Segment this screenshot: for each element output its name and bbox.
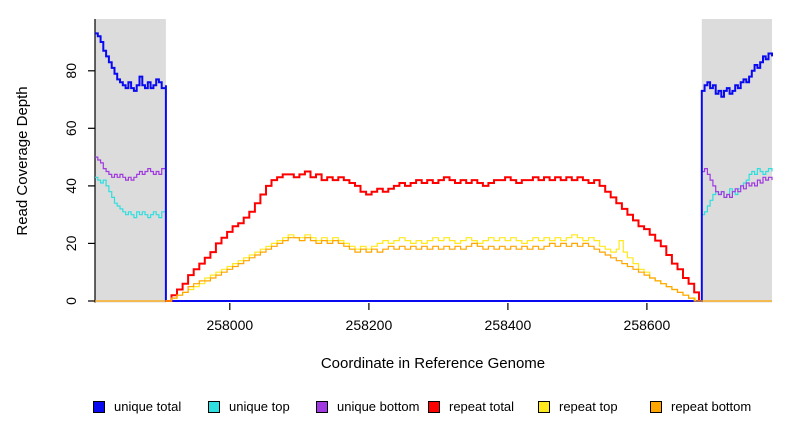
series-path-unique-bottom xyxy=(95,156,773,302)
x-tick-label: 258400 xyxy=(485,317,532,333)
unique-top-swatch xyxy=(208,401,220,413)
legend-label: unique total xyxy=(114,399,182,414)
x-tick-label: 258000 xyxy=(206,317,253,333)
repeat-total-swatch xyxy=(428,401,440,413)
legend-label: repeat bottom xyxy=(671,399,752,414)
legend-label: unique bottom xyxy=(337,399,420,414)
legend-item-unique-total: unique total xyxy=(93,399,181,415)
y-tick-label: 20 xyxy=(63,235,79,251)
x-tick-label: 258200 xyxy=(346,317,393,333)
series-path-unique-top xyxy=(95,168,773,302)
legend-item-unique-bottom: unique bottom xyxy=(316,399,419,415)
legend-item-repeat-bottom: repeat bottom xyxy=(650,399,751,415)
legend-item-repeat-top: repeat top xyxy=(538,399,618,415)
legend-label: repeat total xyxy=(449,399,515,414)
series-path-repeat-bottom xyxy=(95,237,772,302)
y-axis-title: Read Coverage Depth xyxy=(14,86,31,235)
series-path-repeat-top xyxy=(165,234,697,302)
repeat-bottom-swatch xyxy=(650,401,662,413)
y-tick-label: 80 xyxy=(63,63,79,79)
y-tick-label: 0 xyxy=(63,297,79,305)
series-path-repeat-total xyxy=(165,170,700,302)
x-tick-label: 258600 xyxy=(624,317,671,333)
x-axis-title: Coordinate in Reference Genome xyxy=(321,355,545,372)
chart-layer: 258000 258200 258400 258600 0 20 40 60 80 xyxy=(63,19,773,333)
repeat-top-swatch xyxy=(538,401,550,413)
legend: unique total unique top unique bottom re… xyxy=(0,399,792,419)
y-tick-label: 40 xyxy=(63,178,79,194)
y-tick-label: 60 xyxy=(63,120,79,136)
unique-total-swatch xyxy=(93,401,105,413)
plot-canvas: 258000 258200 258400 258600 0 20 40 60 80 Coordi… xyxy=(14,19,773,372)
shaded-region-left-flank xyxy=(95,19,166,303)
legend-item-unique-top: unique top xyxy=(208,399,290,415)
legend-label: unique top xyxy=(229,399,290,414)
unique-bottom-swatch xyxy=(316,401,328,413)
series-path-unique-total xyxy=(95,32,773,302)
legend-item-repeat-total: repeat total xyxy=(428,399,514,415)
legend-label: repeat top xyxy=(559,399,618,414)
